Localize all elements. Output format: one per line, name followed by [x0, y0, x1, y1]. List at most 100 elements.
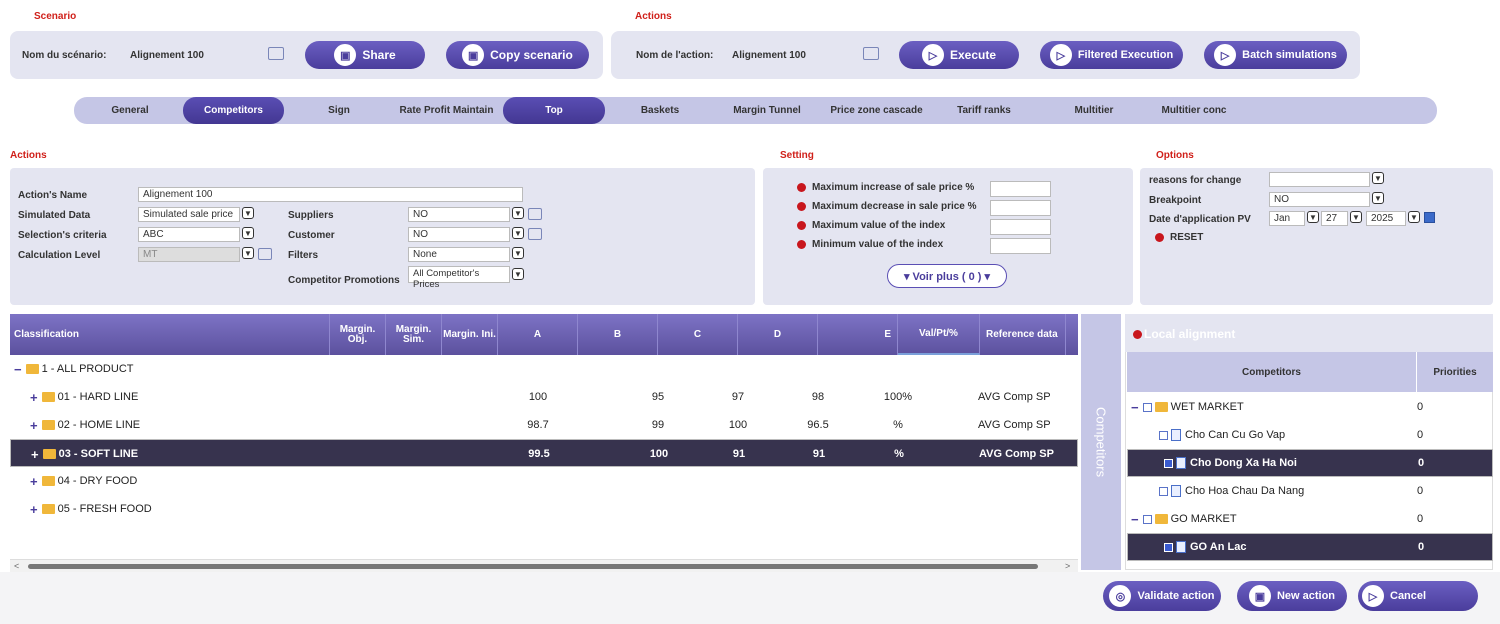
table-row[interactable]: +01 - HARD LINE 100 95 97 98 100% AVG Co…: [10, 383, 1078, 411]
col-b[interactable]: B: [578, 314, 658, 355]
tab-price-zone-cascade[interactable]: Price zone cascade: [830, 105, 923, 116]
col-reference-data[interactable]: Reference data: [980, 314, 1066, 355]
expand-icon[interactable]: +: [30, 389, 38, 405]
cell-b[interactable]: 100: [649, 448, 669, 460]
filters-select[interactable]: None: [408, 247, 510, 262]
folder-icon[interactable]: [528, 208, 542, 220]
day-select[interactable]: 27: [1321, 211, 1348, 226]
checkbox-checked[interactable]: [1164, 458, 1173, 468]
chevron-down-icon[interactable]: ▼: [512, 268, 524, 280]
cell-a[interactable]: 100: [528, 391, 548, 403]
list-item[interactable]: Cho Can Cu Go Vap 0: [1127, 421, 1493, 449]
checkbox[interactable]: [1159, 430, 1168, 440]
scroll-left-icon[interactable]: <: [14, 561, 20, 571]
col-priorities[interactable]: Priorities: [1433, 366, 1477, 378]
folder-icon[interactable]: [268, 47, 284, 60]
expand-icon[interactable]: +: [30, 501, 38, 517]
cell-c[interactable]: 91: [732, 448, 746, 460]
tab-sign[interactable]: Sign: [328, 105, 350, 116]
horizontal-scrollbar[interactable]: < >: [10, 559, 1078, 572]
col-e[interactable]: E: [818, 314, 898, 355]
chevron-down-icon[interactable]: ▼: [242, 247, 254, 259]
chevron-down-icon[interactable]: ▼: [1350, 211, 1362, 223]
col-margin-ini[interactable]: Margin. Ini.: [442, 314, 498, 355]
list-item-selected[interactable]: Cho Dong Xa Ha Noi 0: [1127, 449, 1493, 477]
collapse-icon[interactable]: −: [1131, 399, 1139, 415]
cell-val[interactable]: %: [894, 448, 904, 460]
checkbox[interactable]: [1159, 486, 1168, 496]
cell-reference[interactable]: AVG Comp SP: [979, 448, 1054, 460]
reasons-select[interactable]: [1269, 172, 1370, 187]
list-item[interactable]: Cho Hoa Chau Da Nang 0: [1127, 477, 1493, 505]
checkbox[interactable]: [1142, 402, 1152, 412]
cell-a[interactable]: 99.5: [528, 448, 550, 460]
tab-competitors[interactable]: Competitors: [183, 97, 284, 124]
suppliers-select[interactable]: NO: [408, 207, 510, 222]
priority-value[interactable]: 0: [1417, 485, 1424, 497]
chevron-down-icon[interactable]: ▼: [1307, 211, 1319, 223]
chevron-down-icon[interactable]: ▼: [1408, 211, 1420, 223]
selection-criteria-select[interactable]: ABC: [138, 227, 240, 242]
competitor-promotions-select[interactable]: All Competitor's Prices: [408, 266, 510, 290]
chevron-down-icon[interactable]: ▼: [1372, 192, 1384, 204]
cell-reference[interactable]: AVG Comp SP: [978, 419, 1051, 431]
table-row[interactable]: − 1 - ALL PRODUCT: [10, 355, 1078, 383]
calculation-level-select[interactable]: MT: [138, 247, 240, 262]
chevron-down-icon[interactable]: ▼: [512, 207, 524, 219]
cell-b[interactable]: 99: [651, 419, 665, 431]
priority-value[interactable]: 0: [1417, 513, 1424, 525]
chevron-down-icon[interactable]: ▼: [242, 227, 254, 239]
folder-icon[interactable]: [528, 228, 542, 240]
expand-icon[interactable]: +: [30, 473, 38, 489]
checkbox[interactable]: [1142, 514, 1152, 524]
tab-multitier-conc[interactable]: Multitier conc: [1161, 105, 1227, 116]
table-row[interactable]: +02 - HOME LINE 98.7 99 100 96.5 % AVG C…: [10, 411, 1078, 439]
tab-tariff-ranks[interactable]: Tariff ranks: [957, 105, 1011, 116]
cell-a[interactable]: 98.7: [527, 419, 549, 431]
col-d[interactable]: D: [738, 314, 818, 355]
cell-c[interactable]: 100: [728, 419, 748, 431]
max-index-input[interactable]: [990, 219, 1051, 235]
collapse-icon[interactable]: −: [1131, 511, 1139, 527]
execute-button[interactable]: ▷ Execute: [899, 41, 1019, 69]
simulated-data-select[interactable]: Simulated sale price: [138, 207, 240, 222]
cell-val[interactable]: %: [893, 419, 903, 431]
validate-action-button[interactable]: ◎ Validate action: [1103, 581, 1221, 611]
reset-button[interactable]: RESET: [1155, 232, 1203, 243]
table-row[interactable]: +04 - DRY FOOD: [10, 467, 1078, 495]
collapse-icon[interactable]: −: [14, 361, 22, 377]
col-c[interactable]: C: [658, 314, 738, 355]
cell-b[interactable]: 95: [651, 391, 665, 403]
tab-rate-profit-maintain[interactable]: Rate Profit Maintain: [399, 105, 494, 116]
priority-value[interactable]: 0: [1418, 457, 1425, 469]
chevron-down-icon[interactable]: ▼: [512, 247, 524, 259]
expand-icon[interactable]: +: [31, 446, 39, 462]
cell-reference[interactable]: AVG Comp SP: [978, 391, 1051, 403]
scrollbar-thumb[interactable]: [28, 564, 1038, 569]
col-margin-sim[interactable]: Margin. Sim.: [386, 314, 442, 355]
year-select[interactable]: 2025: [1366, 211, 1406, 226]
col-margin-obj[interactable]: Margin. Obj.: [330, 314, 386, 355]
max-increase-input[interactable]: [990, 181, 1051, 197]
table-row-selected[interactable]: +03 - SOFT LINE 99.5 100 91 91 % AVG Com…: [10, 439, 1078, 467]
copy-scenario-button[interactable]: ▣ Copy scenario: [446, 41, 589, 69]
max-decrease-input[interactable]: [990, 200, 1051, 216]
chevron-down-icon[interactable]: ▼: [242, 207, 254, 219]
col-a[interactable]: A: [498, 314, 578, 355]
tab-baskets[interactable]: Baskets: [640, 105, 680, 116]
cell-d[interactable]: 91: [812, 448, 826, 460]
chevron-down-icon[interactable]: ▼: [512, 227, 524, 239]
month-select[interactable]: Jan: [1269, 211, 1305, 226]
share-button[interactable]: ▣ Share: [305, 41, 425, 69]
list-item[interactable]: − GO MARKET 0: [1127, 505, 1493, 533]
chevron-down-icon[interactable]: ▼: [1372, 172, 1384, 184]
new-action-button[interactable]: ▣ New action: [1237, 581, 1347, 611]
action-name-field[interactable]: Alignement 100: [138, 187, 523, 202]
list-item[interactable]: − WET MARKET 0: [1127, 393, 1493, 421]
voir-plus-button[interactable]: ▾ Voir plus ( 0 ) ▾: [887, 264, 1007, 288]
col-val-pt[interactable]: Val/Pt/%: [898, 314, 980, 355]
cell-d[interactable]: 96.5: [807, 419, 829, 431]
checkbox-checked[interactable]: [1164, 542, 1173, 552]
folder-icon[interactable]: [258, 248, 272, 260]
cell-c[interactable]: 97: [731, 391, 745, 403]
